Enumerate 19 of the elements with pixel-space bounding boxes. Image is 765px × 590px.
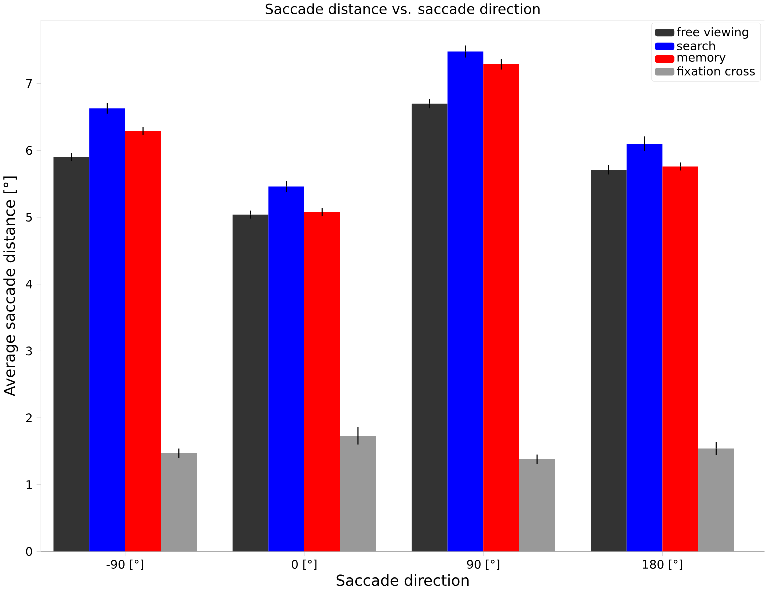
x-tick-label: 180 [°] — [643, 560, 682, 570]
y-tick-label: 2 — [26, 414, 32, 423]
x-tick-label: -90 [°] — [106, 560, 144, 570]
y-tick-label: 6 — [26, 146, 32, 156]
legend-label: free viewing — [677, 28, 748, 40]
y-tick-label: 3 — [26, 346, 32, 356]
x-tick-label: 90 [°] — [467, 560, 500, 570]
y-axis-title: Average saccade distance [°] — [4, 176, 18, 397]
y-tick-label: 5 — [26, 213, 32, 222]
chart-title: Saccade distance vs. saccade direction — [266, 4, 540, 15]
y-tick-label: 4 — [26, 280, 32, 289]
legend-label: search — [677, 41, 716, 51]
legend-label: memory — [678, 55, 726, 64]
y-tick-label: 0 — [26, 547, 32, 556]
x-tick-label: 0 [°] — [292, 560, 317, 570]
x-axis-title: Saccade direction — [336, 574, 469, 586]
legend-label: fixation cross — [677, 66, 756, 76]
y-tick-label: 7 — [26, 80, 32, 88]
y-tick-label: 1 — [26, 480, 32, 490]
